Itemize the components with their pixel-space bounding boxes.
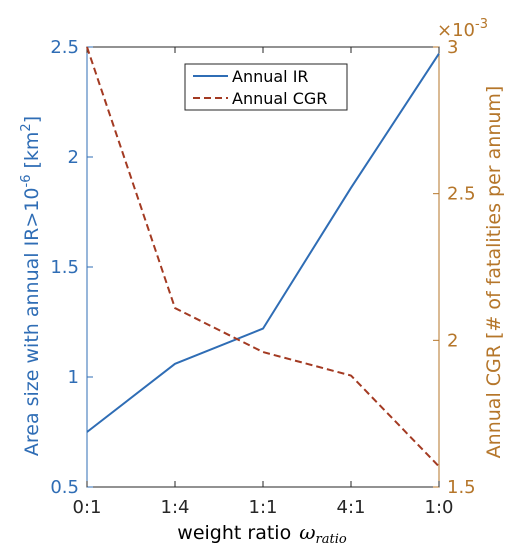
right-axis-label: Annual CGR [# of fatalities per annum] — [483, 86, 505, 459]
series-layer — [86, 46, 440, 468]
x-tick-label: 1:1 — [249, 497, 278, 518]
right-tick-label: 1.5 — [447, 477, 476, 498]
series-line-annual-cgr — [86, 46, 440, 468]
x-tick-label: 1:4 — [161, 497, 190, 518]
right-axis-ticks: 1.5 2 2.5 3 — [433, 37, 476, 498]
x-tick-label: 4:1 — [337, 497, 366, 518]
right-tick-label: 2 — [447, 330, 458, 351]
legend-label-annual-ir: Annual IR — [232, 67, 309, 86]
right-tick-label: 3 — [447, 37, 458, 58]
x-axis-ticks: 0:1 1:4 1:1 4:1 1:0 — [73, 47, 454, 518]
right-tick-label: 2.5 — [447, 184, 476, 205]
x-tick-label: 0:1 — [73, 497, 102, 518]
x-tick-label: 1:0 — [425, 497, 454, 518]
left-tick-label: 2 — [68, 147, 79, 168]
left-tick-label: 1 — [68, 367, 79, 388]
left-axis-ticks: 0.5 1 1.5 2 2.5 — [50, 37, 93, 498]
left-tick-label: 1.5 — [50, 257, 79, 278]
left-tick-label: 0.5 — [50, 477, 79, 498]
x-axis-label: weight ratio ωratio — [177, 520, 347, 547]
legend: Annual IR Annual CGR — [184, 63, 348, 111]
right-axis-multiplier: ×10-3 — [437, 17, 488, 41]
legend-box — [184, 63, 348, 111]
left-axis-label: Area size with annual IR>10-6 [km2] — [19, 116, 43, 456]
legend-label-annual-cgr: Annual CGR — [232, 89, 327, 108]
plot-area — [86, 46, 440, 488]
left-tick-label: 2.5 — [50, 37, 79, 58]
